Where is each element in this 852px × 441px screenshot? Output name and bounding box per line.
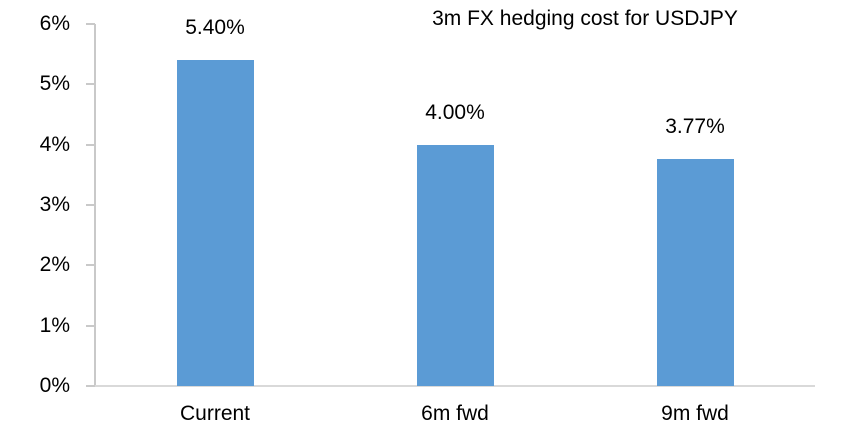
bar-6m-fwd (416, 144, 494, 386)
bar-current (176, 60, 254, 386)
y-axis-tick-label: 6% (39, 12, 70, 35)
y-axis-tick (86, 143, 95, 146)
y-axis-tick-label: 2% (39, 253, 70, 277)
y-axis-tick-label: 5% (39, 72, 70, 96)
x-axis-category-label: 9m fwd (661, 402, 729, 425)
bar-value-label: 5.40% (185, 16, 245, 40)
y-axis-tick-label: 3% (39, 193, 70, 216)
y-axis-tick (86, 264, 95, 267)
x-axis-category-label: 6m fwd (421, 402, 489, 425)
y-axis-tick (86, 385, 95, 387)
y-axis-tick-label: 1% (39, 313, 70, 337)
x-axis-line (86, 385, 815, 387)
bar-value-label: 3.77% (665, 114, 725, 138)
x-axis-category-label: Current (179, 402, 251, 425)
chart-title: 3m FX hedging cost for USDJPY (432, 7, 738, 30)
y-axis-tick (86, 83, 95, 86)
bar-9m-fwd (656, 158, 734, 386)
y-axis-tick (86, 23, 95, 25)
y-axis-tick (86, 204, 95, 206)
y-axis-tick-label: 0% (39, 374, 70, 397)
y-axis-line (94, 24, 96, 386)
bar-value-label: 4.00% (425, 100, 485, 124)
y-axis-tick (86, 324, 95, 327)
y-axis-tick-label: 4% (39, 132, 70, 156)
